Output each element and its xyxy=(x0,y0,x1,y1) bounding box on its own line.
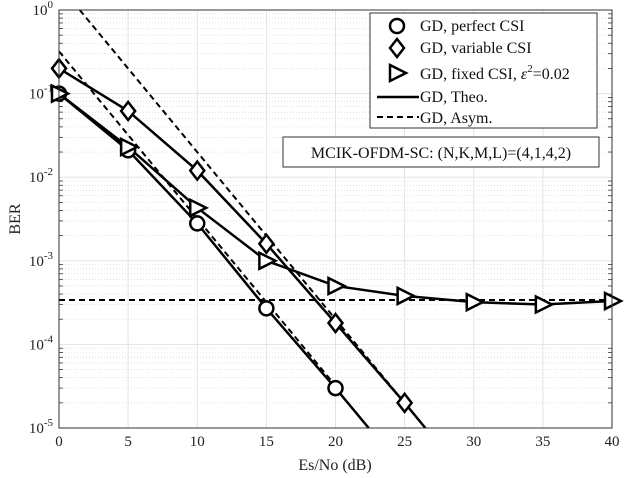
diamond-marker xyxy=(396,391,414,414)
y-tick-label: 10-4 xyxy=(29,333,54,353)
asym-line xyxy=(58,50,337,387)
diamond-marker xyxy=(119,99,137,122)
circle-marker xyxy=(327,379,344,397)
y-tick-label: 10-1 xyxy=(29,83,53,103)
y-axis-label: BER xyxy=(7,203,24,234)
legend-label-perfect: GD, perfect CSI xyxy=(420,18,524,35)
triangle-right-marker xyxy=(258,250,279,271)
y-tick-label: 10-3 xyxy=(29,250,54,270)
x-axis-label: Es/No (dB) xyxy=(298,457,371,474)
x-tick-label: 30 xyxy=(466,434,481,450)
y-tick-label: 100 xyxy=(33,0,54,19)
x-tick-label: 40 xyxy=(605,434,620,450)
legend-circle-icon xyxy=(388,17,406,35)
triangle-right-marker xyxy=(119,136,140,157)
plot-frame xyxy=(58,9,613,429)
triangle-right-marker xyxy=(327,275,348,296)
triangle-right-marker xyxy=(50,83,71,104)
legend: GD, perfect CSI GD, variable CSI GD, fix… xyxy=(369,12,598,129)
triangle-right-marker xyxy=(396,285,417,306)
diamond-marker xyxy=(326,312,345,335)
legend-diamond-icon xyxy=(388,36,406,60)
series-markers xyxy=(50,57,624,414)
x-tick-label: 10 xyxy=(190,434,205,450)
diamond-marker xyxy=(188,159,206,182)
legend-label-theo: GD, Theo. xyxy=(420,89,488,106)
x-tick-label: 20 xyxy=(328,434,343,450)
diamond-marker xyxy=(257,232,275,255)
annotation-box: MCIK-OFDM-SC: (N,K,M,L)=(4,1,4,2) xyxy=(282,136,600,168)
asym-line xyxy=(78,9,406,404)
legend-triangle-icon xyxy=(388,62,409,84)
tick-labels: 100 10-1 10-2 10-3 10-4 10-50 5 10 15 20 25 30 35 40 xyxy=(29,0,620,450)
triangle-right-marker xyxy=(465,292,486,313)
circle-marker xyxy=(189,215,206,232)
circle-marker xyxy=(258,300,275,317)
y-tick-label: 10-2 xyxy=(29,166,53,186)
legend-label-asym: GD, Asym. xyxy=(420,110,492,127)
x-tick-label: 35 xyxy=(535,434,550,450)
y-tick-label: 10-5 xyxy=(29,417,54,437)
x-tick-label: 25 xyxy=(397,434,412,450)
annotation-text: MCIK-OFDM-SC: (N,K,M,L)=(4,1,4,2) xyxy=(311,145,571,162)
x-tick-label: 0 xyxy=(55,434,63,450)
x-tick-label: 5 xyxy=(124,434,132,450)
legend-label-fixed: GD, fixed CSI, ε2=0.02 xyxy=(420,63,570,83)
legend-label-variable: GD, variable CSI xyxy=(420,40,532,57)
triangle-right-marker xyxy=(189,197,210,218)
triangle-right-marker xyxy=(603,291,624,312)
x-tick-label: 15 xyxy=(259,434,274,450)
theo-line xyxy=(58,92,370,429)
triangle-right-marker xyxy=(534,294,555,315)
